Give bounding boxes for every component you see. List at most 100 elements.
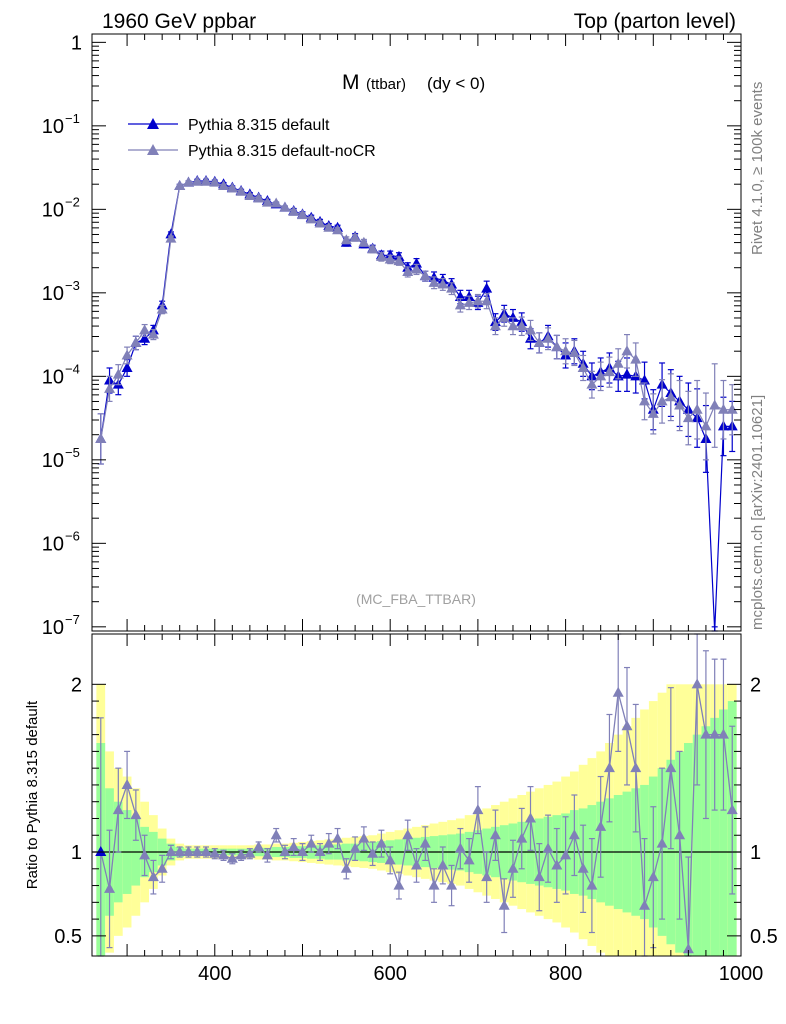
series-default-point xyxy=(481,282,493,293)
series-nocr-point xyxy=(542,332,554,343)
ratio-point xyxy=(314,846,326,857)
ratio-point xyxy=(349,842,361,853)
series-nocr-point xyxy=(603,366,615,377)
series-nocr-point xyxy=(454,299,466,310)
ratio-x-axis: 400 600 800 1000 xyxy=(126,634,764,985)
ratio-point xyxy=(147,871,159,882)
series-default-line xyxy=(100,180,733,632)
series-nocr-point xyxy=(288,205,300,216)
ratio-point xyxy=(586,879,598,890)
series-nocr-point xyxy=(612,357,624,368)
series-nocr-point xyxy=(472,295,484,306)
series-nocr-point xyxy=(253,192,265,203)
ratio-frame xyxy=(91,633,742,957)
series-nocr-point xyxy=(586,378,598,389)
ratio-x-tick-label: 800 xyxy=(549,963,582,985)
series-default-point xyxy=(507,311,519,322)
main-y-tick-label: 10 xyxy=(42,283,64,305)
ratio-point xyxy=(709,728,721,739)
ratio-point xyxy=(446,879,458,890)
ratio-point xyxy=(121,778,133,789)
ratio-point xyxy=(551,859,563,870)
series-nocr-point xyxy=(507,320,519,331)
ratio-y-tick-label-right: 2 xyxy=(750,674,761,696)
series-nocr-point xyxy=(402,265,414,276)
main-x-ticks xyxy=(126,34,742,631)
ratio-point xyxy=(674,829,686,840)
ratio-point xyxy=(305,837,317,848)
series-nocr-point xyxy=(218,179,230,190)
ratio-marks xyxy=(92,633,741,957)
ratio-point xyxy=(568,829,580,840)
plot-title-main: M xyxy=(342,71,360,94)
series-nocr-point xyxy=(279,201,291,212)
ratio-point xyxy=(332,832,344,843)
mcplots-label: mcplots.cern.ch [arXiv:2401.10621] xyxy=(749,395,766,630)
ratio-point xyxy=(603,762,615,773)
series-nocr-point xyxy=(165,232,177,243)
ratio-point xyxy=(630,762,642,773)
main-frame xyxy=(91,33,742,632)
series-nocr-point xyxy=(533,336,545,347)
main-y-tick-exponent: −6 xyxy=(65,528,80,543)
series-nocr-point xyxy=(95,432,107,443)
ratio-point xyxy=(261,849,273,860)
main-y-tick-exponent: −4 xyxy=(65,361,80,376)
ratio-point xyxy=(104,882,116,893)
series-nocr-point xyxy=(682,412,694,423)
ratio-y-tick-label: 1 xyxy=(71,842,82,864)
ratio-point xyxy=(270,829,282,840)
series-nocr-point xyxy=(296,209,308,220)
series-nocr-point xyxy=(437,278,449,289)
ratio-y-tick-label-right: 0.5 xyxy=(750,926,778,948)
series-default-point xyxy=(621,368,633,379)
ratio-point xyxy=(516,832,528,843)
main-y-tick-exponent: −2 xyxy=(65,194,80,209)
ratio-x-tick-label: 1000 xyxy=(719,963,764,985)
series-nocr-point xyxy=(367,243,379,254)
series-nocr-point xyxy=(577,361,589,372)
ratio-point xyxy=(656,837,668,848)
ratio-point xyxy=(726,804,738,815)
series-nocr-point xyxy=(639,395,651,406)
series-nocr-point xyxy=(621,345,633,356)
ratio-point xyxy=(165,846,177,857)
ratio-point xyxy=(647,871,659,882)
series-nocr-point xyxy=(244,189,256,200)
legend-label-nocr: Pythia 8.315 default-noCR xyxy=(188,143,376,160)
series-nocr-point xyxy=(525,324,537,335)
ratio-band-inner xyxy=(692,734,702,956)
series-nocr-point xyxy=(717,403,729,414)
ratio-point xyxy=(498,899,510,910)
ratio-point xyxy=(463,854,475,865)
series-nocr-point xyxy=(349,231,361,242)
ratio-point xyxy=(507,862,519,873)
ratio-y-tick-label: 0.5 xyxy=(54,926,82,948)
ratio-y-tick-label-right: 1 xyxy=(750,842,761,864)
plot-title-tail: (dy < 0) xyxy=(427,74,485,93)
ratio-point xyxy=(437,859,449,870)
ratio-point xyxy=(191,846,203,857)
series-nocr-point xyxy=(489,320,501,331)
ratio-point xyxy=(358,832,370,843)
ratio-band-inner xyxy=(719,709,728,956)
main-y-axis: 110−110−210−310−410−510−610−7 xyxy=(42,32,741,639)
series-nocr-point xyxy=(481,295,493,306)
ratio-point xyxy=(454,842,466,853)
series-nocr-point xyxy=(630,353,642,364)
series-nocr-point xyxy=(375,250,387,261)
series-nocr-line xyxy=(100,181,733,440)
main-y-tick-label: 10 xyxy=(42,116,64,138)
ratio-point xyxy=(367,847,379,858)
series-nocr-point xyxy=(147,328,159,339)
series-nocr-point xyxy=(560,345,572,356)
analysis-watermark: (MC_FBA_TTBAR) xyxy=(356,591,476,607)
ratio-point xyxy=(682,943,694,954)
series-nocr-point xyxy=(446,282,458,293)
main-y-tick-label: 10 xyxy=(42,366,64,388)
ratio-point xyxy=(481,871,493,882)
series-nocr-point xyxy=(691,403,703,414)
series-nocr-point xyxy=(323,221,335,232)
ratio-point xyxy=(182,846,194,857)
legend: Pythia 8.315 default Pythia 8.315 defaul… xyxy=(128,117,376,160)
